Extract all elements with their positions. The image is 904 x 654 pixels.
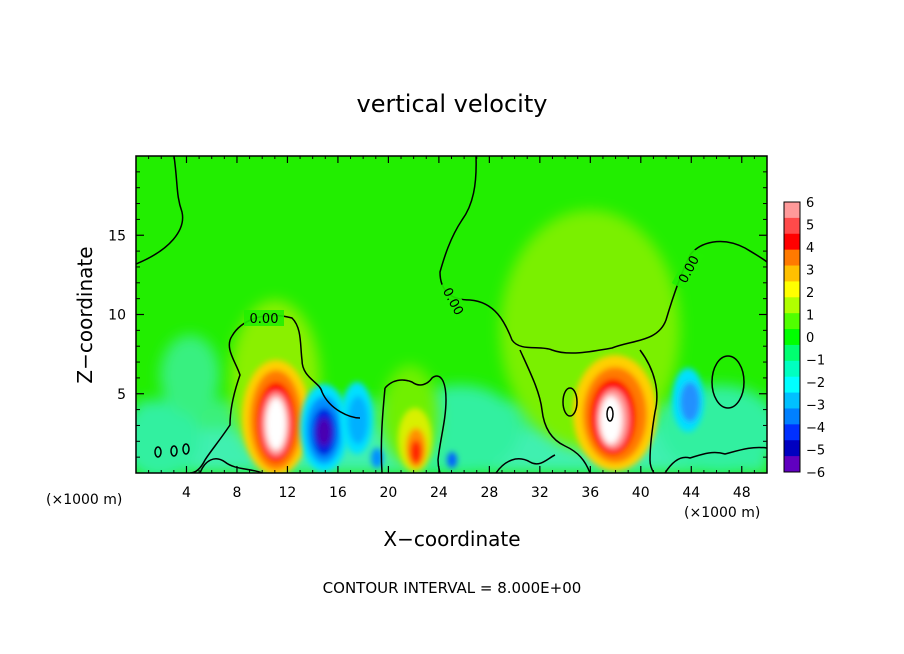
colorbar-segment	[784, 313, 800, 330]
colorbar-segment	[784, 265, 800, 282]
colorbar-tick-label: 0	[806, 331, 814, 346]
x-tick-label: 16	[329, 485, 347, 501]
colorbar-segment	[784, 360, 800, 378]
colorbar-tick-label: −2	[806, 376, 825, 391]
x-tick-label: 12	[279, 485, 297, 501]
contour-closed-right	[711, 355, 745, 409]
colorbar-tick-label: −4	[806, 421, 825, 436]
x-tick-label: 24	[430, 485, 448, 501]
colorbar-segment	[784, 440, 800, 457]
colorbar-tick-label: 6	[806, 196, 814, 211]
x-tick-label: 28	[480, 485, 498, 501]
contour-interval-note: CONTOUR INTERVAL = 8.000E+00	[323, 579, 582, 597]
y-tick-label: 5	[117, 387, 126, 403]
updraft-small	[398, 408, 432, 472]
contour-small-2	[170, 445, 178, 457]
colorbar-segment	[784, 392, 800, 409]
updraft-right	[573, 355, 657, 471]
colorbar	[783, 201, 801, 473]
colorbar-tick-label: 3	[806, 264, 814, 279]
band-patch	[136, 400, 200, 473]
colorbar-tick-label: −1	[806, 354, 825, 369]
contour-small-3	[182, 443, 190, 455]
x-unit-right: (×1000 m)	[684, 505, 760, 521]
x-unit-left: (×1000 m)	[46, 492, 122, 508]
x-tick-label: 44	[682, 485, 700, 501]
contour-ground-mid	[495, 454, 556, 473]
colorbar-tick-label: 1	[806, 309, 814, 324]
chart-title: vertical velocity	[357, 90, 548, 118]
colorbar-segment	[784, 233, 800, 251]
y-tick-label: 15	[108, 228, 126, 244]
contour-closed-center	[562, 387, 578, 417]
colorbar-segment	[784, 329, 800, 346]
contour-small-1	[154, 446, 162, 458]
contour-mid-left	[380, 387, 386, 473]
colorbar-tick-label: −6	[806, 466, 825, 481]
contour-label-left: 0.00	[250, 312, 279, 327]
colorbar-segment	[784, 297, 800, 314]
colorbar-tick-label: −3	[806, 399, 825, 414]
contour-updraft-core	[606, 406, 614, 422]
colorbar-segment	[784, 456, 800, 473]
contour-right-base	[519, 349, 591, 473]
contour-left-base	[189, 335, 241, 473]
x-tick-label: 48	[733, 485, 751, 501]
colorbar-segment	[784, 202, 800, 219]
colorbar-tick-label: 4	[806, 241, 814, 256]
x-tick-label: 20	[379, 485, 397, 501]
contour-right-edge	[639, 349, 658, 473]
x-tick-label: 4	[182, 485, 191, 501]
y-tick-label: 10	[108, 308, 126, 324]
colorbar-tick-label: 5	[806, 219, 814, 234]
downdraft-center	[300, 384, 348, 472]
x-tick-label: 40	[632, 485, 650, 501]
colorbar-tick-label: −5	[806, 444, 825, 459]
x-axis-label: X−coordinate	[383, 527, 520, 551]
y-axis-ticks: 5 10 15	[108, 171, 767, 458]
updraft-left	[242, 360, 310, 473]
x-axis-ticks: 4 8 12 16 20 24 28 32 36 40 44 48	[148, 156, 755, 501]
contour-upper-mid	[439, 156, 767, 354]
x-tick-label: 8	[232, 485, 241, 501]
colorbar-segment	[784, 249, 800, 267]
downdraft-right	[672, 368, 704, 432]
colorbar-segment	[784, 424, 800, 441]
colorbar-segment	[784, 281, 800, 298]
colorbar-tick-label: 2	[806, 286, 814, 301]
colorbar-segment	[784, 217, 800, 235]
contour-upper-left	[136, 156, 184, 265]
colorbar-segment	[784, 376, 800, 394]
y-axis-label: Z−coordinate	[73, 246, 97, 383]
colorbar-frame	[783, 201, 801, 473]
heatmap-field: 0.00 0.00 0.00	[136, 156, 767, 473]
contour-ground-left	[199, 458, 263, 473]
contour-ground-right	[664, 446, 767, 473]
colorbar-segment	[784, 344, 800, 362]
x-tick-label: 32	[531, 485, 549, 501]
colorbar-tick-labels: 6 5 4 3 2 1 0 −1 −2 −3 −4 −5 −6	[806, 196, 825, 481]
colorbar-segment	[784, 408, 800, 425]
band-patch	[160, 335, 220, 415]
contour-mid-cell	[384, 375, 447, 473]
x-tick-label: 36	[581, 485, 599, 501]
